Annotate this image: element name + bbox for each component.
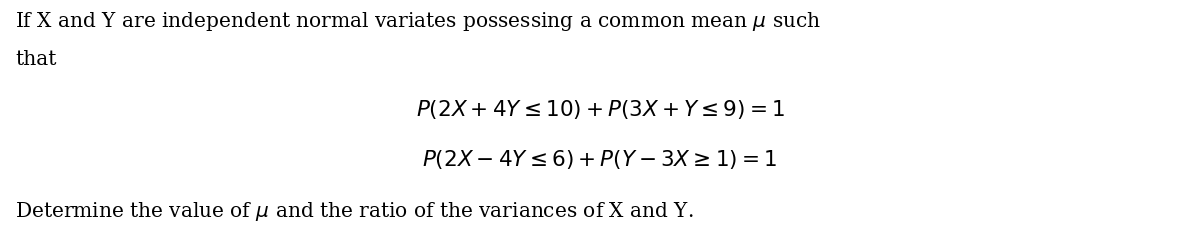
Text: $P(2X + 4Y \leq 10) + P(3X + Y \leq 9) = 1$: $P(2X + 4Y \leq 10) + P(3X + Y \leq 9) =… — [415, 98, 785, 121]
Text: $P(2X - 4Y \leq 6) + P(Y - 3X \geq 1) = 1$: $P(2X - 4Y \leq 6) + P(Y - 3X \geq 1) = … — [422, 148, 778, 171]
Text: that: that — [14, 50, 56, 69]
Text: If X and Y are independent normal variates possessing a common mean $\mu$ such: If X and Y are independent normal variat… — [14, 10, 821, 33]
Text: Determine the value of $\mu$ and the ratio of the variances of X and Y.: Determine the value of $\mu$ and the rat… — [14, 200, 694, 223]
